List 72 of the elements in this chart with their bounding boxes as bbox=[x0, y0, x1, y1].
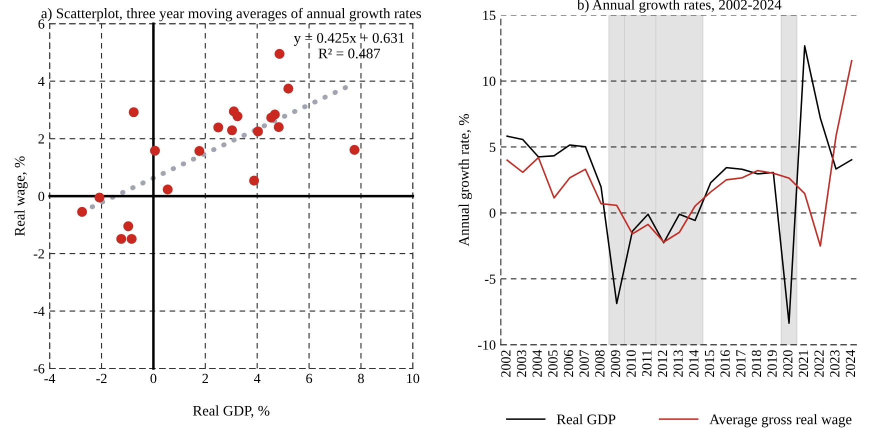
point bbox=[274, 122, 284, 132]
x-tick-label: 2012 bbox=[658, 350, 668, 377]
x-tick-label: 2017 bbox=[736, 350, 746, 377]
x-tick-label: 2016 bbox=[720, 350, 730, 377]
x-tick-label: 2009 bbox=[610, 350, 620, 377]
x-tick-label: -2 bbox=[96, 374, 107, 384]
x-tick-label: 2018 bbox=[752, 350, 762, 377]
point bbox=[123, 221, 134, 232]
annotation: R² = 0.487 bbox=[318, 48, 380, 58]
point bbox=[249, 176, 260, 186]
point bbox=[150, 146, 160, 156]
point bbox=[227, 125, 238, 136]
x-tick-label: 0 bbox=[150, 374, 156, 384]
x-tick-label: 2005 bbox=[548, 350, 558, 377]
point bbox=[274, 48, 284, 59]
y-tick-label: 2 bbox=[38, 134, 44, 144]
point bbox=[270, 110, 280, 120]
x-tick-label: 2015 bbox=[704, 350, 714, 377]
y-tick-label: 0 bbox=[38, 192, 44, 202]
x-tick-label: 4 bbox=[254, 374, 260, 384]
point bbox=[116, 234, 126, 244]
x-axis-title: Real GDP, % bbox=[192, 405, 270, 418]
x-tick-label: 2019 bbox=[767, 350, 777, 377]
legend-label: Average gross real wage bbox=[709, 414, 852, 428]
point bbox=[350, 144, 360, 155]
y-tick-label: 15 bbox=[483, 10, 496, 20]
point bbox=[128, 107, 139, 118]
x-tick-label: 2024 bbox=[846, 350, 856, 377]
y-axis-title: Real wage, % bbox=[14, 156, 28, 236]
point bbox=[94, 192, 104, 203]
point bbox=[77, 206, 88, 217]
point bbox=[162, 184, 173, 194]
x-tick-label: 2023 bbox=[830, 350, 840, 377]
x-tick-label: 2011 bbox=[642, 350, 652, 376]
y-tick-label: -2 bbox=[34, 249, 44, 258]
x-tick-label: 2014 bbox=[689, 350, 699, 377]
y-tick-label: 6 bbox=[38, 19, 44, 29]
x-tick-label: 2010 bbox=[626, 350, 636, 377]
y-tick-label: -4 bbox=[34, 306, 45, 316]
point bbox=[283, 84, 294, 94]
x-tick-label: 2007 bbox=[580, 350, 589, 377]
y-tick-label: -6 bbox=[34, 364, 44, 374]
y-tick-label: 5 bbox=[490, 142, 496, 152]
x-tick-label: 2013 bbox=[673, 350, 683, 377]
x-tick-label: 10 bbox=[407, 374, 420, 384]
legend-label: Real GDP bbox=[556, 414, 616, 424]
x-tick-label: 8 bbox=[358, 374, 364, 384]
x-tick-label: 2003 bbox=[516, 350, 526, 377]
annotation: y = 0.425x + 0.631 bbox=[294, 32, 404, 46]
x-tick-label: 2006 bbox=[564, 350, 574, 377]
point bbox=[194, 146, 204, 156]
y-axis-title: Annual growth rate, % bbox=[458, 114, 472, 246]
point bbox=[213, 122, 224, 132]
point bbox=[126, 234, 137, 244]
x-tick-label: 2002 bbox=[501, 350, 511, 377]
y-tick-label: -10 bbox=[478, 340, 496, 350]
chart-title: a) Scatterplot, three year moving averages of annual growth rates bbox=[41, 8, 422, 22]
x-tick-label: 2008 bbox=[595, 350, 605, 377]
x-tick-label: 2 bbox=[202, 374, 208, 384]
x-tick-label: 2020 bbox=[783, 350, 792, 377]
y-tick-label: 4 bbox=[38, 76, 45, 86]
x-tick-label: 2021 bbox=[798, 350, 808, 377]
line-series bbox=[506, 60, 852, 247]
x-tick-label: 2022 bbox=[814, 350, 824, 377]
x-tick-label: 2004 bbox=[532, 350, 542, 377]
point bbox=[232, 111, 242, 122]
y-tick-label: -5 bbox=[484, 274, 496, 284]
x-tick-label: 6 bbox=[306, 374, 312, 384]
y-tick-label: 10 bbox=[483, 76, 496, 86]
point bbox=[252, 126, 263, 136]
y-tick-label: 0 bbox=[490, 208, 496, 218]
line-series bbox=[506, 45, 852, 324]
